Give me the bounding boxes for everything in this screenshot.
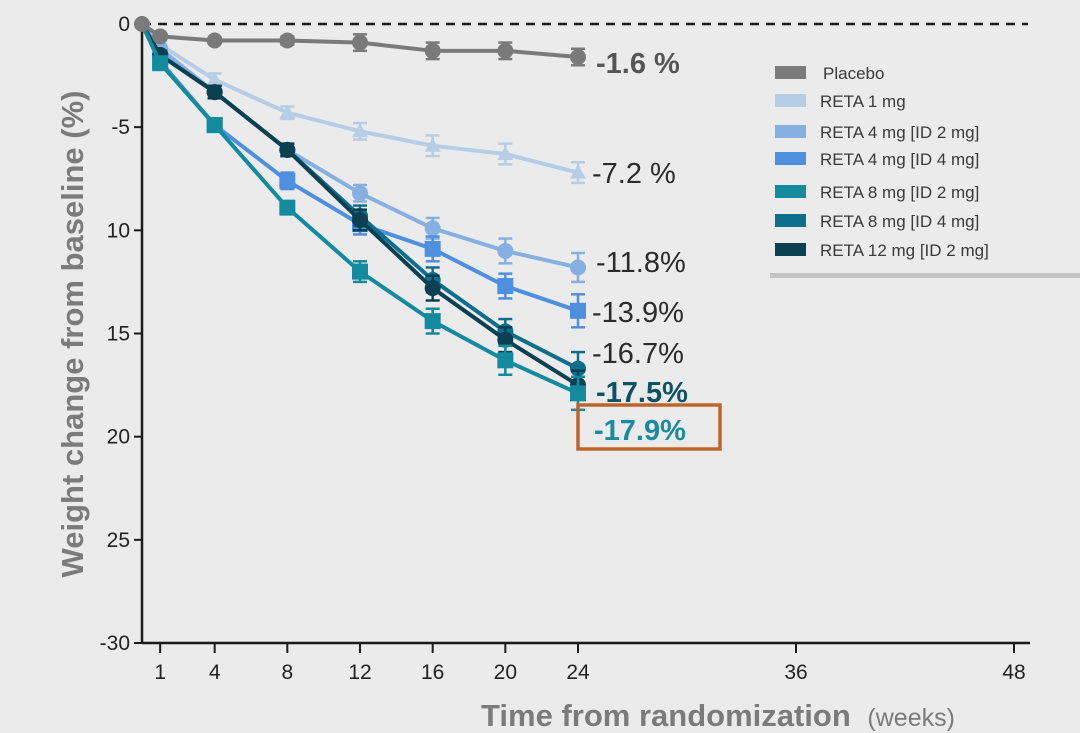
data-point xyxy=(279,32,296,49)
y-tick-label: 0 xyxy=(118,13,130,36)
data-point xyxy=(570,385,586,402)
y-tick-label: 15 xyxy=(107,323,130,346)
data-point xyxy=(497,278,514,295)
series-line xyxy=(140,22,579,60)
x-tick-label: 12 xyxy=(348,661,371,684)
data-point xyxy=(497,242,514,259)
data-point xyxy=(206,71,223,86)
x-tick-label: 16 xyxy=(421,661,444,684)
series-reta-4-mg-id-2-mg xyxy=(140,22,586,284)
data-point xyxy=(424,313,441,330)
series-placebo xyxy=(134,16,586,67)
data-point xyxy=(570,49,586,66)
legend-label: RETA 12 mg [ID 2 mg] xyxy=(820,241,989,260)
data-point xyxy=(424,240,441,257)
data-point xyxy=(497,352,514,369)
data-point xyxy=(352,185,368,202)
end-label: -1.6 % xyxy=(596,48,680,80)
legend-swatch xyxy=(775,243,806,256)
legend-label: Placebo xyxy=(823,64,884,83)
data-point xyxy=(497,145,514,160)
y-tick-label: -30 xyxy=(100,632,130,655)
x-tick-label: 48 xyxy=(1002,661,1025,684)
x-tick-label: 24 xyxy=(566,661,590,684)
y-axis-title: Weight change from baseline (%) xyxy=(55,91,90,578)
end-label: -13.9% xyxy=(592,297,684,329)
x-axis-title-main: Time from randomization xyxy=(481,698,851,733)
series-reta-8-mg-id-2-mg xyxy=(140,23,586,412)
data-point xyxy=(206,32,223,49)
data-point xyxy=(497,331,514,348)
data-point xyxy=(279,104,296,119)
y-tick-label: 20 xyxy=(107,426,130,449)
legend-swatch xyxy=(775,214,806,227)
data-point xyxy=(279,141,296,158)
data-point xyxy=(352,34,368,51)
end-label: -17.9% xyxy=(594,415,686,447)
data-point xyxy=(424,137,441,152)
x-axis-title: Time from randomization (weeks) xyxy=(481,698,955,733)
legend-swatch xyxy=(775,94,806,107)
data-point xyxy=(424,220,441,237)
data-point xyxy=(497,42,514,59)
end-labels-group: -1.6 % -7.2 % -11.8% -13.9% -17.9% -16.7% -17.… xyxy=(576,48,722,451)
series-group xyxy=(134,16,586,412)
legend-label: RETA 8 mg [ID 4 mg] xyxy=(820,212,979,231)
y-tick-label: -5 xyxy=(111,116,130,139)
data-point xyxy=(352,212,368,229)
legend-swatch xyxy=(775,152,806,165)
data-point xyxy=(152,55,169,72)
legend-label: RETA 8 mg [ID 2 mg] xyxy=(820,183,979,202)
legend: Placebo RETA 1 mg RETA 4 mg [ID 2 mg] RETA … xyxy=(770,64,1080,278)
series-line xyxy=(140,22,579,270)
series-line xyxy=(140,22,579,175)
data-point xyxy=(279,172,296,189)
data-point xyxy=(424,280,441,297)
x-tick-label: 8 xyxy=(281,661,293,684)
legend-swatch xyxy=(775,185,806,198)
legend-swatch xyxy=(775,66,806,79)
highlight-box xyxy=(576,403,722,451)
legend-divider xyxy=(770,273,1080,278)
data-point xyxy=(570,164,586,179)
data-point xyxy=(570,302,586,319)
data-point xyxy=(279,199,296,216)
data-point xyxy=(152,28,169,45)
series-line xyxy=(140,23,579,396)
data-point xyxy=(206,117,223,134)
data-point xyxy=(424,42,441,59)
data-point xyxy=(352,263,368,280)
x-axis-title-unit: (weeks) xyxy=(867,704,955,732)
end-label: -7.2 % xyxy=(592,158,676,190)
legend-label: RETA 4 mg [ID 2 mg] xyxy=(820,123,979,142)
data-point xyxy=(570,259,586,276)
end-label: -16.7% xyxy=(592,338,684,370)
data-point xyxy=(570,360,586,377)
x-tick-label: 1 xyxy=(154,661,166,684)
legend-label: RETA 4 mg [ID 4 mg] xyxy=(820,150,979,169)
series-line xyxy=(140,22,580,387)
legend-swatch xyxy=(775,125,806,138)
y-tick-label: 10 xyxy=(107,219,130,242)
data-point xyxy=(352,123,368,138)
x-tick-label: 36 xyxy=(784,661,807,684)
end-label: -11.8% xyxy=(596,247,686,279)
x-tick-label: 4 xyxy=(209,661,221,684)
y-tick-label: 25 xyxy=(107,529,130,552)
legend-label: RETA 1 mg xyxy=(820,92,906,111)
data-point xyxy=(206,84,223,101)
data-point xyxy=(134,16,150,32)
end-label: -17.5% xyxy=(596,377,688,409)
x-tick-label: 20 xyxy=(494,661,517,684)
